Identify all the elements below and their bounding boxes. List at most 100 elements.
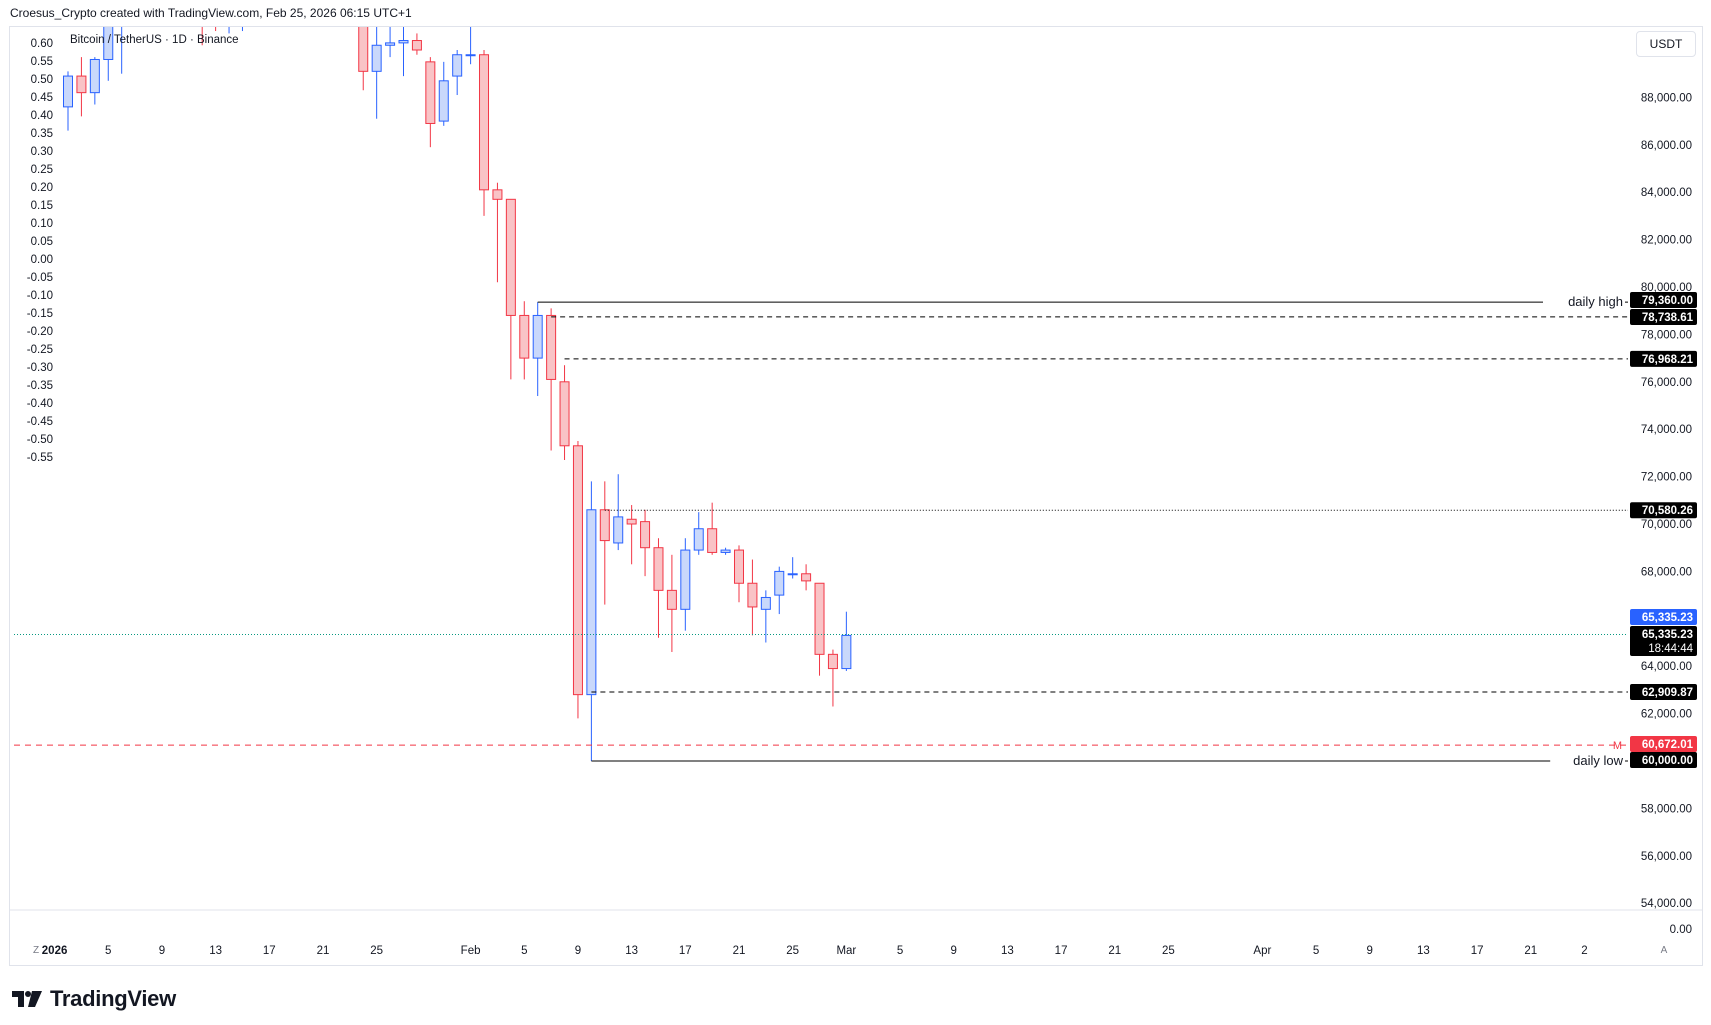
candle: [827, 649, 838, 707]
candle: [411, 33, 422, 55]
candle-body: [425, 61, 436, 124]
candle: [63, 71, 73, 131]
y-axis-tick-label: 54,000.00: [1641, 898, 1692, 910]
candle-body: [465, 54, 476, 57]
candle: [640, 509, 651, 577]
y-axis-tick-label: 72,000.00: [1641, 472, 1692, 484]
x-axis-tick-label: 13: [1001, 945, 1014, 957]
y-axis-tick-label: 78,000.00: [1641, 329, 1692, 341]
level-note-bg: [1550, 752, 1625, 768]
x-axis-tick-label: 2026: [42, 945, 68, 957]
x-axis-tick-label: 13: [209, 945, 222, 957]
candle: [89, 57, 100, 105]
chart-attribution: Croesus_Crypto created with TradingView.…: [10, 6, 412, 20]
candle: [465, 27, 476, 65]
candle-body: [532, 314, 543, 359]
candle-body: [559, 381, 570, 447]
candle-body: [198, 0, 207, 22]
y-axis-tick-label: 62,000.00: [1641, 709, 1692, 721]
candle: [452, 50, 463, 96]
x-axis-tick-label: 9: [159, 945, 165, 957]
x-axis-tick-label: 5: [1313, 945, 1319, 957]
candle: [358, 27, 369, 91]
level-price-label-bg: [1630, 292, 1697, 308]
left-axis-tick-label: 0.10: [31, 218, 53, 230]
level-price-label: 79,360.00: [1642, 295, 1693, 307]
left-axis-tick-label: -0.55: [27, 452, 53, 464]
left-axis-tick-label: 0.15: [31, 200, 53, 212]
left-axis-tick-label: -0.15: [27, 308, 53, 320]
candle: [398, 27, 409, 77]
left-axis-tick-label: 0.45: [31, 92, 53, 104]
candle: [572, 441, 583, 719]
candle-body: [358, 27, 369, 72]
level-note-bg: [1543, 293, 1625, 310]
y-axis-tick-label: 86,000.00: [1641, 140, 1692, 152]
candle: [814, 582, 825, 676]
x-axis-tick-label: 25: [370, 945, 383, 957]
candle: [385, 27, 396, 58]
x-axis-tick-label: 13: [625, 945, 638, 957]
candle-body: [131, 0, 140, 10]
x-axis-tick-label: 21: [1524, 945, 1537, 957]
left-axis-tick-label: -0.45: [27, 416, 53, 428]
x-axis-tick-label: 13: [1417, 945, 1430, 957]
level-price-label: 62,909.87: [1642, 687, 1693, 699]
level-price-label-bg: [1630, 684, 1697, 701]
candle: [76, 57, 87, 117]
candle-body: [841, 634, 852, 670]
tradingview-logo: TradingView: [12, 986, 176, 1012]
level-price-label: 70,580.26: [1642, 505, 1693, 517]
candle: [215, 27, 217, 32]
symbol-legend[interactable]: Bitcoin / TetherUS · 1D · Binance: [70, 34, 239, 46]
last-price-label: 65,335.23: [1642, 612, 1693, 624]
candle-body: [479, 54, 490, 191]
candle-body: [653, 547, 664, 591]
candle-body: [626, 518, 637, 525]
candle: [492, 182, 503, 283]
level-marker: M: [1613, 740, 1622, 752]
candle-body: [801, 573, 812, 582]
currency-selector[interactable]: USDT: [1636, 31, 1696, 57]
candle: [720, 547, 731, 555]
y-axis-tick-label: 68,000.00: [1641, 566, 1692, 578]
x-axis-tick-label: 2: [1581, 945, 1587, 957]
candle-body: [398, 40, 409, 44]
brand-name: TradingView: [50, 986, 176, 1011]
left-axis-tick-label: 0.05: [31, 236, 53, 248]
x-axis-tick-label: 21: [1108, 945, 1121, 957]
candle-body: [572, 445, 583, 696]
candle: [559, 365, 570, 461]
x-axis-tick-label: 25: [786, 945, 799, 957]
left-axis-tick-label: 0.40: [31, 110, 53, 122]
y-axis-tick-label: 76,000.00: [1641, 377, 1692, 389]
level-price-label: 76,968.21: [1642, 354, 1694, 366]
x-axis-tick-label: Mar: [836, 945, 856, 957]
candle-body: [774, 570, 785, 596]
candle-body: [693, 528, 704, 551]
candle-body: [103, 27, 114, 60]
left-axis-tick-label: -0.05: [27, 272, 53, 284]
candle-body: [787, 573, 798, 576]
candle: [801, 564, 812, 591]
candle-body: [89, 58, 100, 94]
candle: [131, 0, 140, 26]
candle-body: [586, 509, 597, 696]
level-price-label-bg: [1630, 736, 1697, 752]
auto-scale-left-button[interactable]: Z: [32, 944, 40, 956]
x-axis-tick-label: 5: [521, 945, 527, 957]
candle: [103, 27, 114, 81]
candle-body: [760, 596, 771, 610]
auto-scale-button[interactable]: A: [1660, 944, 1668, 956]
y-axis-tick-label: 58,000.00: [1641, 803, 1692, 815]
candle: [599, 481, 610, 605]
left-axis-tick-label: 0.60: [31, 38, 53, 50]
candle-body: [225, 10, 234, 27]
candle: [680, 538, 691, 631]
left-axis-tick-label: 0.55: [31, 56, 53, 68]
left-axis-tick-label: 0.20: [31, 182, 53, 194]
x-axis-tick-label: 21: [733, 945, 746, 957]
candle-body: [814, 582, 825, 655]
candle-body: [63, 75, 73, 108]
